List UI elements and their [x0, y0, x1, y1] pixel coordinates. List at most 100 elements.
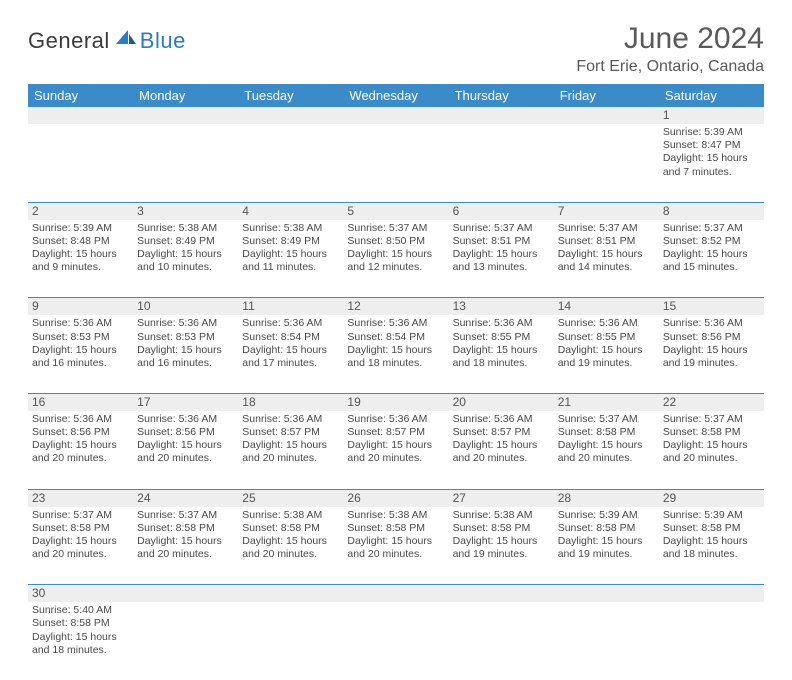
page-title: June 2024: [576, 22, 764, 56]
sunset-text: Sunset: 8:57 PM: [347, 426, 444, 439]
daylight-text: and 18 minutes.: [347, 357, 444, 370]
weekday-header-row: SundayMondayTuesdayWednesdayThursdayFrid…: [28, 84, 764, 107]
sunrise-text: Sunrise: 5:37 AM: [453, 222, 550, 235]
date-number-row: 23242526272829: [28, 489, 764, 507]
sunset-text: Sunset: 8:58 PM: [347, 522, 444, 535]
date-number-cell: [343, 585, 448, 603]
daylight-text: and 20 minutes.: [242, 548, 339, 561]
daylight-text: and 12 minutes.: [347, 261, 444, 274]
calendar-table: SundayMondayTuesdayWednesdayThursdayFrid…: [28, 84, 764, 680]
daylight-text: Daylight: 15 hours: [32, 535, 129, 548]
date-number-cell: 20: [449, 393, 554, 411]
day-cell: [133, 602, 238, 680]
day-number: 3: [137, 204, 144, 218]
sunset-text: Sunset: 8:51 PM: [453, 235, 550, 248]
sunrise-text: Sunrise: 5:39 AM: [663, 126, 760, 139]
daylight-text: and 10 minutes.: [137, 261, 234, 274]
sunset-text: Sunset: 8:58 PM: [663, 426, 760, 439]
date-number-cell: 5: [343, 202, 448, 220]
date-number-cell: 14: [554, 298, 659, 316]
day-cell: [449, 124, 554, 202]
daylight-text: Daylight: 15 hours: [137, 344, 234, 357]
day-content-row: Sunrise: 5:40 AMSunset: 8:58 PMDaylight:…: [28, 602, 764, 680]
day-cell: [554, 602, 659, 680]
sunset-text: Sunset: 8:50 PM: [347, 235, 444, 248]
daylight-text: and 20 minutes.: [558, 452, 655, 465]
day-cell: Sunrise: 5:36 AMSunset: 8:56 PMDaylight:…: [28, 411, 133, 489]
sunrise-text: Sunrise: 5:37 AM: [347, 222, 444, 235]
daylight-text: and 18 minutes.: [453, 357, 550, 370]
sunset-text: Sunset: 8:58 PM: [242, 522, 339, 535]
daylight-text: and 19 minutes.: [453, 548, 550, 561]
date-number-cell: [554, 107, 659, 124]
day-cell: Sunrise: 5:39 AMSunset: 8:58 PMDaylight:…: [659, 507, 764, 585]
date-number-cell: 7: [554, 202, 659, 220]
sunrise-text: Sunrise: 5:37 AM: [32, 509, 129, 522]
sunset-text: Sunset: 8:57 PM: [453, 426, 550, 439]
title-block: June 2024 Fort Erie, Ontario, Canada: [576, 22, 764, 76]
day-number: 6: [453, 204, 460, 218]
daylight-text: and 20 minutes.: [137, 548, 234, 561]
logo: General Blue: [28, 28, 186, 54]
day-number: 12: [347, 299, 360, 313]
day-cell: Sunrise: 5:38 AMSunset: 8:58 PMDaylight:…: [238, 507, 343, 585]
date-number-cell: [343, 107, 448, 124]
daylight-text: and 13 minutes.: [453, 261, 550, 274]
sunset-text: Sunset: 8:52 PM: [663, 235, 760, 248]
day-cell: Sunrise: 5:37 AMSunset: 8:51 PMDaylight:…: [554, 220, 659, 298]
day-number: 2: [32, 204, 39, 218]
sunset-text: Sunset: 8:58 PM: [137, 522, 234, 535]
daylight-text: and 19 minutes.: [558, 548, 655, 561]
daylight-text: Daylight: 15 hours: [453, 439, 550, 452]
daylight-text: and 18 minutes.: [32, 644, 129, 657]
date-number-cell: [238, 107, 343, 124]
daylight-text: and 16 minutes.: [137, 357, 234, 370]
date-number-cell: 3: [133, 202, 238, 220]
daylight-text: and 11 minutes.: [242, 261, 339, 274]
daylight-text: Daylight: 15 hours: [347, 535, 444, 548]
day-cell: Sunrise: 5:38 AMSunset: 8:58 PMDaylight:…: [449, 507, 554, 585]
date-number-cell: 9: [28, 298, 133, 316]
weekday-header: Sunday: [28, 84, 133, 107]
date-number-cell: [133, 585, 238, 603]
day-number: 1: [663, 108, 670, 122]
page-header: General Blue June 2024 Fort Erie, Ontari…: [28, 22, 764, 76]
day-number: 5: [347, 204, 354, 218]
sunrise-text: Sunrise: 5:38 AM: [347, 509, 444, 522]
daylight-text: and 20 minutes.: [242, 452, 339, 465]
date-number-cell: 28: [554, 489, 659, 507]
day-number: 28: [558, 491, 571, 505]
day-number: 8: [663, 204, 670, 218]
day-cell: [238, 124, 343, 202]
day-cell: [449, 602, 554, 680]
daylight-text: Daylight: 15 hours: [137, 439, 234, 452]
daylight-text: Daylight: 15 hours: [558, 344, 655, 357]
day-cell: Sunrise: 5:37 AMSunset: 8:58 PMDaylight:…: [28, 507, 133, 585]
day-cell: Sunrise: 5:36 AMSunset: 8:57 PMDaylight:…: [449, 411, 554, 489]
sunrise-text: Sunrise: 5:36 AM: [663, 317, 760, 330]
daylight-text: and 20 minutes.: [347, 452, 444, 465]
sunrise-text: Sunrise: 5:37 AM: [558, 222, 655, 235]
day-cell: Sunrise: 5:36 AMSunset: 8:54 PMDaylight:…: [238, 315, 343, 393]
day-cell: Sunrise: 5:36 AMSunset: 8:57 PMDaylight:…: [238, 411, 343, 489]
day-cell: [343, 124, 448, 202]
sunrise-text: Sunrise: 5:39 AM: [32, 222, 129, 235]
daylight-text: Daylight: 15 hours: [347, 248, 444, 261]
day-cell: Sunrise: 5:37 AMSunset: 8:58 PMDaylight:…: [133, 507, 238, 585]
date-number-cell: [133, 107, 238, 124]
sunrise-text: Sunrise: 5:39 AM: [558, 509, 655, 522]
day-cell: Sunrise: 5:38 AMSunset: 8:49 PMDaylight:…: [238, 220, 343, 298]
daylight-text: Daylight: 15 hours: [558, 535, 655, 548]
sunrise-text: Sunrise: 5:36 AM: [347, 413, 444, 426]
day-number: 13: [453, 299, 466, 313]
daylight-text: Daylight: 15 hours: [137, 248, 234, 261]
date-number-cell: [238, 585, 343, 603]
daylight-text: and 16 minutes.: [32, 357, 129, 370]
daylight-text: Daylight: 15 hours: [242, 344, 339, 357]
sunrise-text: Sunrise: 5:36 AM: [242, 317, 339, 330]
sunset-text: Sunset: 8:53 PM: [32, 331, 129, 344]
day-number: 26: [347, 491, 360, 505]
sunset-text: Sunset: 8:57 PM: [242, 426, 339, 439]
weekday-header: Friday: [554, 84, 659, 107]
daylight-text: and 20 minutes.: [32, 452, 129, 465]
